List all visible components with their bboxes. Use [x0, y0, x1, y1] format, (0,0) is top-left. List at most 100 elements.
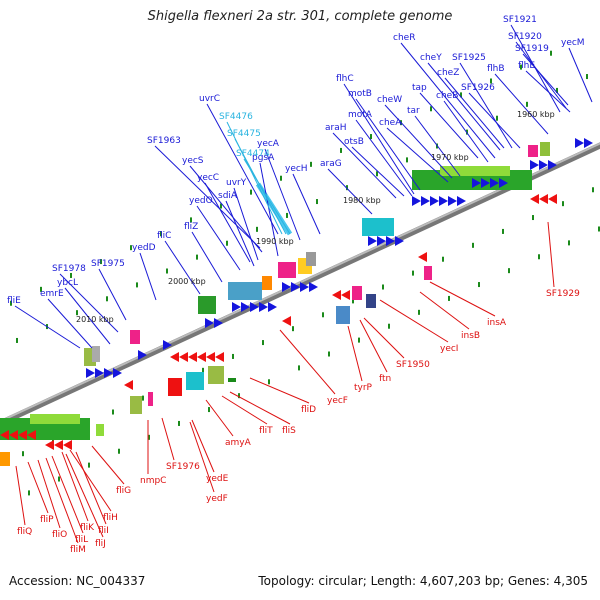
reverse-gene-arrow — [170, 352, 179, 362]
leader-line — [225, 200, 255, 267]
gene-label-flip: fliP — [40, 515, 54, 525]
tick-mark — [178, 420, 180, 426]
leader-line — [355, 119, 413, 197]
tick-mark — [16, 337, 18, 343]
leader-line — [427, 62, 501, 151]
reverse-gene-arrow — [45, 440, 54, 450]
feature-block — [0, 452, 10, 466]
gene-label-nmpc: nmpC — [140, 476, 166, 486]
forward-gene-arrow — [241, 302, 250, 312]
gene-label-yedf: yedF — [206, 494, 228, 504]
gene-label-tap: tap — [412, 83, 427, 93]
forward-gene-arrow — [395, 236, 404, 246]
gene-label-yede: yedE — [206, 474, 229, 484]
leader-line — [204, 182, 251, 263]
gene-label-sf1926: SF1926 — [461, 83, 495, 93]
forward-gene-arrow — [300, 282, 309, 292]
feature-block — [130, 330, 140, 344]
feature-block — [30, 414, 80, 424]
leader-line — [522, 53, 569, 106]
reverse-gene-arrow — [548, 194, 557, 204]
tick-mark — [100, 259, 102, 265]
tick-mark — [532, 215, 534, 221]
forward-gene-arrow — [421, 196, 430, 206]
leader-line — [443, 100, 489, 163]
tick-mark — [226, 240, 228, 246]
tick-mark — [478, 282, 480, 288]
leader-line — [568, 47, 593, 103]
tick-mark — [262, 340, 264, 346]
forward-gene-arrow — [386, 236, 395, 246]
label-leader-lines — [14, 24, 593, 544]
feature-block — [96, 424, 104, 436]
leader-line — [59, 273, 119, 333]
feature-block — [336, 306, 350, 324]
tick-mark — [556, 87, 558, 93]
gene-label-emre: emrE — [40, 289, 64, 299]
tick-mark — [496, 115, 498, 121]
gene-label-ftn: ftn — [379, 374, 391, 384]
tick-mark — [460, 92, 462, 98]
forward-gene-arrow — [548, 160, 557, 170]
forward-gene-arrow — [412, 196, 421, 206]
reverse-gene-arrow — [9, 430, 18, 440]
tick-mark — [520, 64, 522, 70]
tick-mark — [358, 337, 360, 343]
leader-line — [386, 127, 449, 183]
scale-labels: 1960 kbp 1970 kbp 1980 kbp 1990 kbp 2000 kbp… — [76, 110, 555, 324]
leader-line — [75, 451, 107, 525]
gene-label-sf4474: SF4474 — [236, 149, 270, 159]
gene-label-flhc: flhC — [336, 74, 354, 84]
gene-label-flic: fliC — [157, 231, 171, 241]
forward-gene-arrow — [95, 368, 104, 378]
gene-label-uvry: uvrY — [226, 178, 247, 188]
tick-mark — [502, 228, 504, 234]
tick-mark — [286, 212, 288, 218]
tick-mark — [388, 323, 390, 329]
reverse-gene-arrow — [539, 194, 548, 204]
feature-block — [208, 366, 224, 384]
feature-block — [168, 378, 182, 396]
gene-label-sf1929: SF1929 — [546, 289, 580, 299]
gene-label-yecm: yecM — [561, 38, 585, 48]
forward-gene-arrow — [250, 302, 259, 312]
forward-gene-arrow — [457, 196, 466, 206]
leader-line — [45, 457, 79, 544]
gene-label-flig: fliG — [116, 486, 131, 496]
leader-line — [459, 62, 513, 149]
leader-line — [494, 73, 549, 135]
leader-line — [191, 419, 215, 473]
leader-line — [189, 165, 263, 253]
gene-label-insa: insA — [487, 318, 507, 328]
gene-label-sf1976: SF1976 — [166, 462, 200, 472]
gene-label-yecs: yecS — [182, 156, 204, 166]
minor-ticks — [10, 50, 600, 496]
tick-mark — [418, 309, 420, 315]
forward-gene-arrow — [448, 196, 457, 206]
gene-label-flil: fliL — [75, 535, 88, 545]
gene-label-pgsa: pgsA — [252, 153, 275, 163]
gene-label-arag: araG — [320, 159, 342, 169]
gene-label-chew: cheW — [377, 95, 402, 105]
tick-mark — [70, 272, 72, 278]
tick-mark — [190, 217, 192, 223]
forward-gene-arrow — [259, 302, 268, 312]
accession-text: Accession: NC_004337 — [9, 574, 146, 588]
leader-line — [98, 268, 127, 321]
leader-line — [196, 205, 241, 271]
forward-gene-arrow — [104, 368, 113, 378]
tick-mark — [352, 298, 354, 304]
gene-label-ybcl: ybcL — [57, 278, 78, 288]
gene-label-cher: cheR — [393, 33, 415, 43]
gene-label-fliq: fliQ — [17, 527, 32, 537]
figure-title: Shigella flexneri 2a str. 301, complete … — [147, 9, 453, 24]
gene-label-insb: insB — [461, 331, 480, 341]
feature-block — [186, 372, 204, 390]
tick-mark — [586, 74, 588, 80]
tick-mark — [28, 490, 30, 496]
tick-mark — [118, 448, 120, 454]
gene-label-yecc: yecC — [197, 173, 219, 183]
tick-mark — [112, 409, 114, 415]
gene-label-sf1975: SF1975 — [91, 259, 125, 269]
